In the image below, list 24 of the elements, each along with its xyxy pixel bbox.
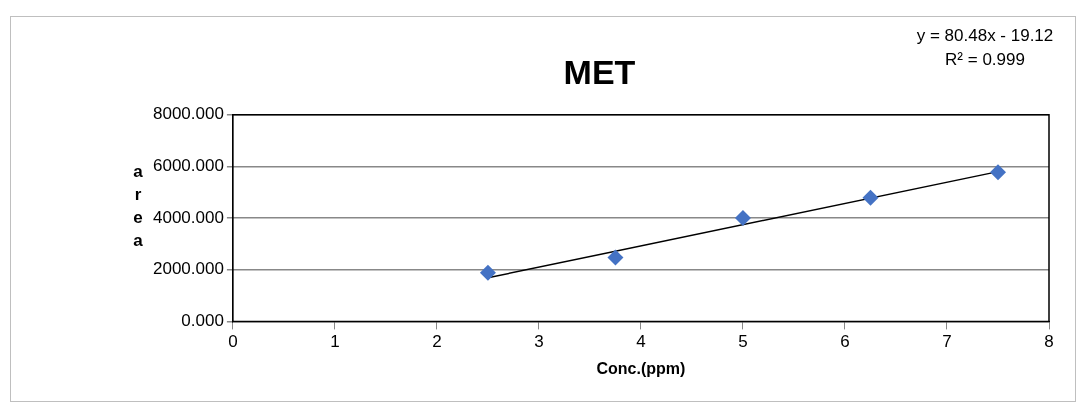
y-tick-label: 6000.000 bbox=[153, 156, 224, 176]
x-tick-label: 0 bbox=[228, 332, 238, 352]
chart-title: MET bbox=[563, 52, 636, 91]
x-axis-title: Conc.(ppm) bbox=[596, 359, 686, 377]
x-tick-label: 7 bbox=[942, 332, 952, 352]
x-tick-label: 2 bbox=[432, 332, 442, 352]
y-tick-label: 2000.000 bbox=[153, 259, 224, 279]
text: y = 80.48x - 19.12 bbox=[916, 26, 1054, 46]
y-axis-title: area bbox=[133, 162, 143, 250]
x-tick-label: 6 bbox=[840, 332, 850, 352]
x-tick-label: 4 bbox=[636, 332, 646, 352]
y-tick-label: 8000.000 bbox=[153, 104, 224, 124]
x-tick-label: 5 bbox=[738, 332, 748, 352]
point bbox=[479, 264, 496, 281]
x-tick-label: 1 bbox=[330, 332, 340, 352]
y-tick-label: 0.000 bbox=[181, 311, 224, 331]
point bbox=[862, 189, 879, 206]
x-tick-label: 3 bbox=[534, 332, 544, 352]
point bbox=[989, 164, 1006, 181]
point bbox=[607, 249, 624, 266]
x-tick-label: 8 bbox=[1044, 332, 1054, 352]
text: R² = 0.999 bbox=[945, 50, 1025, 70]
point bbox=[734, 210, 751, 227]
y-tick-label: 4000.000 bbox=[153, 207, 224, 227]
